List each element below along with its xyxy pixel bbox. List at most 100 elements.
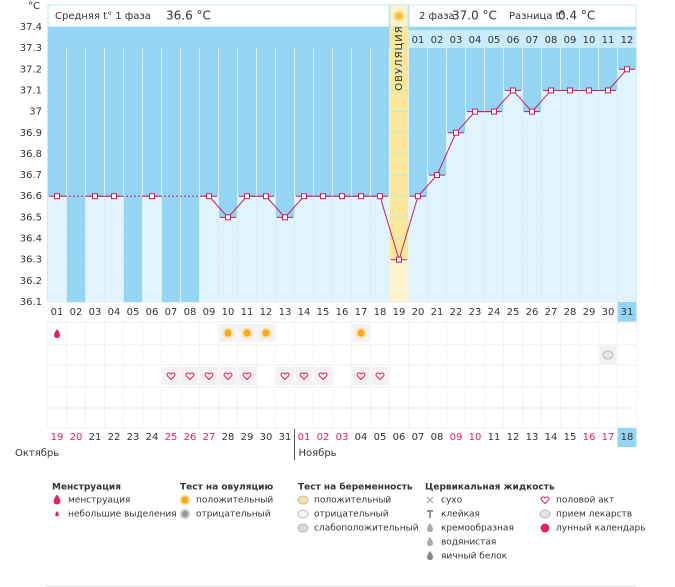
- point: [624, 66, 630, 73]
- drop-icon: [54, 329, 60, 338]
- phase2-day-cell: [541, 30, 561, 48]
- date-label: 16: [583, 432, 596, 443]
- phase2-day-cell: [465, 30, 485, 48]
- point: [548, 87, 554, 94]
- date-label: 26: [184, 432, 197, 443]
- temperature-bar: [618, 69, 636, 302]
- today-cell: [617, 302, 637, 322]
- point: [358, 193, 364, 200]
- y-tick-label: 37: [29, 107, 42, 118]
- phase2-day: 09: [564, 35, 577, 46]
- date-label: 11: [488, 432, 501, 443]
- y-tick-label: 36.7: [20, 170, 42, 181]
- temperature-bar: [295, 196, 313, 302]
- phase2-day: 08: [545, 35, 558, 46]
- date-label: 04: [355, 432, 368, 443]
- temperature-bar: [504, 90, 522, 302]
- fluid-icon: [427, 551, 433, 560]
- date-label: 22: [108, 432, 121, 443]
- legend-title: Менструация: [52, 483, 121, 493]
- sun-icon: [181, 510, 189, 518]
- y-tick-label: 36.2: [20, 276, 42, 287]
- y-tick-label: 36.3: [20, 255, 42, 266]
- temperature-bar: [105, 196, 123, 302]
- point: [244, 193, 250, 200]
- y-tick-label: 36.6: [20, 191, 42, 202]
- legend-item: кремообразная: [441, 524, 514, 534]
- point: [320, 193, 326, 200]
- date-label: 08: [431, 432, 444, 443]
- point: [510, 87, 516, 94]
- phase2-label: 2 фаза: [419, 11, 455, 22]
- ovulation-column: [389, 27, 409, 302]
- temperature-bar: [542, 90, 560, 302]
- x-tick-label: 20: [412, 307, 425, 318]
- phase2-day: 04: [469, 35, 482, 46]
- phase2-day: 05: [488, 35, 501, 46]
- legend-item: положительный: [314, 496, 391, 506]
- y-tick-label: 36.8: [20, 149, 42, 160]
- heart-icon: [185, 372, 195, 381]
- heart-icon: [280, 372, 290, 381]
- x-tick-label: 16: [336, 307, 349, 318]
- date-label: 29: [241, 432, 254, 443]
- temperature-bar: [48, 196, 66, 302]
- temperature-bar: [485, 111, 503, 302]
- date-label: 23: [127, 432, 140, 443]
- legend-title: Цервикальная жидкость: [425, 483, 555, 493]
- x-tick-label: 22: [450, 307, 463, 318]
- x-tick-label: 12: [260, 307, 273, 318]
- temperature-bar: [390, 259, 408, 302]
- date-label: 17: [602, 432, 615, 443]
- x-tick-label: 05: [127, 307, 140, 318]
- legend-item: половой акт: [556, 496, 614, 506]
- legend-item: лунный календарь: [556, 524, 646, 534]
- diff-label: Разница t°: [509, 11, 565, 22]
- drop-icon: [55, 511, 59, 517]
- date-label: 03: [336, 432, 349, 443]
- y-tick-label: 36.1: [20, 297, 42, 308]
- point: [263, 193, 269, 200]
- intercourse-cell: [219, 367, 237, 385]
- heart-icon: [356, 372, 366, 381]
- x-tick-label: 13: [279, 307, 292, 318]
- date-label: 10: [469, 432, 482, 443]
- intercourse-cell: [295, 367, 313, 385]
- heart-icon: [204, 372, 214, 381]
- y-tick-label: 37.4: [20, 22, 42, 33]
- y-tick-label: 37.1: [20, 85, 42, 96]
- date-label: 05: [374, 432, 387, 443]
- intercourse-cell: [181, 367, 199, 385]
- sun-icon: [357, 329, 365, 337]
- point: [472, 108, 478, 115]
- date-label: 30: [260, 432, 273, 443]
- phase2-day: 01: [412, 35, 425, 46]
- x-tick-label: 17: [355, 307, 368, 318]
- temperature-bar: [200, 196, 218, 302]
- fluid-icon: [427, 523, 433, 532]
- point: [586, 87, 592, 94]
- sun-icon: [181, 496, 189, 504]
- x-tick-label: 07: [165, 307, 178, 318]
- legend-title: Тест на беременность: [298, 482, 413, 493]
- phase2-day: 12: [621, 35, 634, 46]
- sun-icon: [224, 329, 232, 337]
- date-label: 24: [146, 432, 159, 443]
- y-unit: °C: [28, 1, 40, 12]
- pregnancy-icon: [297, 509, 309, 519]
- temperature-bar: [447, 132, 465, 302]
- month-label: Октябрь: [15, 448, 59, 459]
- moon-icon: [540, 523, 550, 533]
- point: [491, 108, 497, 115]
- phase2-day-cell: [503, 30, 523, 48]
- phase2-day: 02: [431, 35, 444, 46]
- x-tick-label: 23: [469, 307, 482, 318]
- phase2-day: 06: [507, 35, 520, 46]
- phase2-day-cell: [579, 30, 599, 48]
- temperature-bar: [409, 196, 427, 302]
- today-date-cell: [617, 428, 637, 447]
- date-label: 01: [298, 432, 311, 443]
- y-tick-label: 37.2: [20, 64, 42, 75]
- sun-icon: [262, 329, 270, 337]
- x-tick-label: 09: [203, 307, 216, 318]
